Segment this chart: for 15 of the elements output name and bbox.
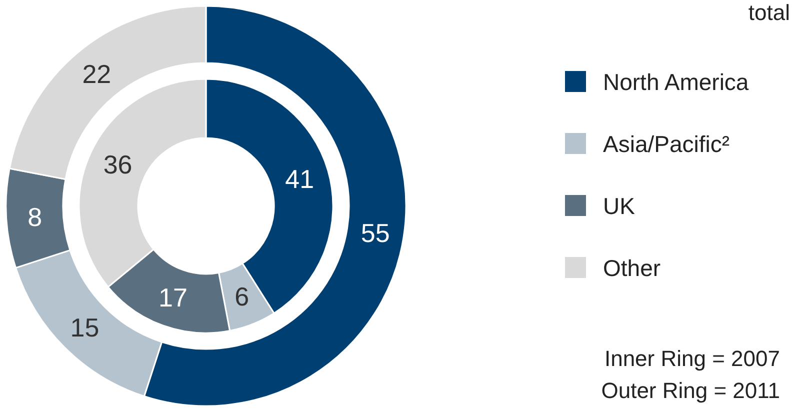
data-label: 8 [28, 202, 42, 232]
data-label: 6 [234, 282, 250, 312]
text: Outer Ring = 2011 [601, 378, 780, 403]
legend-label: UK [603, 193, 636, 219]
legend-label: Other [603, 255, 661, 281]
data-label: 15 [70, 312, 100, 342]
text: total [748, 0, 790, 25]
data-label: 17 [158, 282, 188, 313]
legend-label: North America [603, 69, 749, 95]
data-label: 36 [103, 149, 132, 180]
data-label: 41 [285, 164, 314, 194]
data-label: 22 [82, 58, 112, 89]
legend-label: Asia/Pacific² [603, 131, 730, 157]
text: Inner Ring = 2007 [604, 346, 780, 371]
data-label: 55 [360, 218, 390, 248]
